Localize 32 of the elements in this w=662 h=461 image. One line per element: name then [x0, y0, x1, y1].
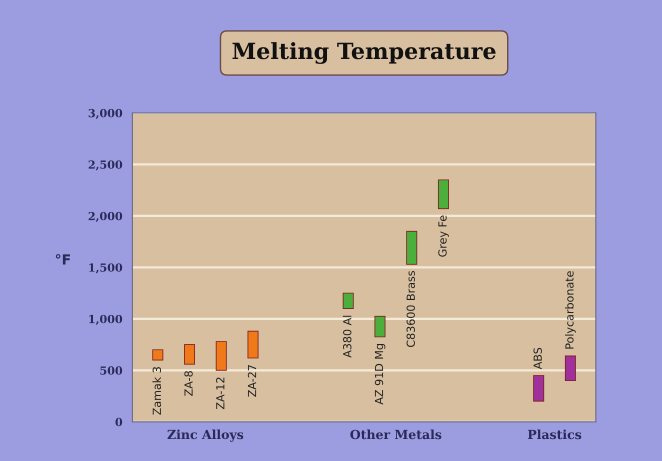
x-tick-label: ZA-27 — [248, 365, 256, 397]
x-tick-label: Polycarbonate — [565, 271, 576, 349]
bar — [152, 349, 164, 360]
bar — [533, 375, 544, 402]
bar — [374, 316, 386, 338]
x-tick-label: ZA-12 — [216, 378, 224, 410]
y-tick-label: 1,500 — [89, 263, 122, 274]
y-tick-label: 3,000 — [88, 108, 122, 119]
bar — [216, 341, 227, 371]
x-tick-label: C83600 Brass — [406, 271, 415, 348]
text: Other Metals — [350, 430, 442, 440]
x-tick-label: A380 Al — [342, 316, 352, 358]
x-tick-label: AZ 91D Mg — [374, 344, 386, 405]
y-tick-label: 2,000 — [88, 212, 122, 222]
x-tick-label: Grey Fe — [438, 215, 449, 257]
bar — [564, 356, 576, 382]
x-tick-label: ZA-8 — [184, 371, 193, 396]
y-tick-label: 2,500 — [88, 160, 122, 170]
text: Plastics — [528, 430, 582, 440]
bar — [438, 179, 449, 210]
y-tick-label: 0 — [115, 418, 122, 426]
y-tick-label: 1,000 — [89, 314, 122, 325]
bar — [406, 230, 418, 265]
bar — [342, 292, 354, 309]
y-tick-label: 500 — [100, 366, 122, 375]
x-tick-label: Zamak 3 — [152, 367, 162, 415]
text: Zinc Alloys — [167, 430, 244, 442]
bar — [184, 344, 196, 365]
x-tick-label: ABS — [533, 348, 542, 370]
bar — [248, 330, 259, 358]
y-axis-title: °F — [56, 254, 70, 264]
chart-title: Melting Temperature — [232, 42, 496, 64]
